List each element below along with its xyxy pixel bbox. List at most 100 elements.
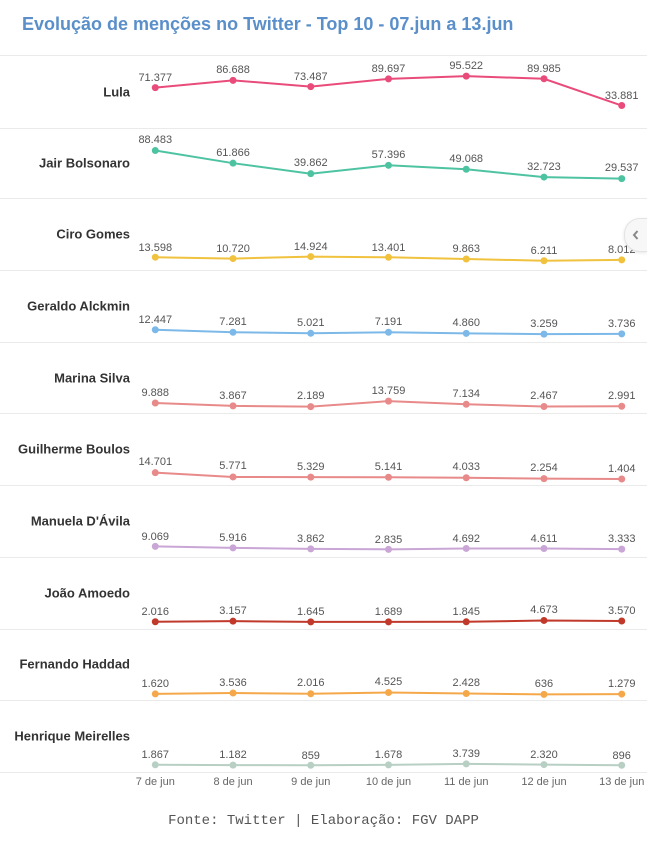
- value-label: 3.259: [530, 318, 558, 330]
- data-point: [152, 469, 159, 476]
- value-label: 14.924: [294, 241, 328, 253]
- value-label: 859: [302, 750, 320, 762]
- value-label: 2.467: [530, 390, 558, 402]
- sparkline: [135, 342, 642, 414]
- value-label: 10.720: [216, 243, 250, 255]
- chart-row: Marina Silva9.8883.8672.18913.7597.1342.…: [0, 342, 647, 415]
- row-name-label: Geraldo Alckmin: [0, 298, 134, 313]
- value-label: 71.377: [138, 72, 172, 84]
- data-point: [618, 690, 625, 697]
- data-point: [230, 545, 237, 552]
- row-name-label: Jair Bolsonaro: [0, 155, 134, 170]
- data-point: [230, 473, 237, 480]
- value-label: 32.723: [527, 161, 561, 173]
- sparkline: [135, 700, 642, 772]
- data-point: [618, 475, 625, 482]
- data-point: [307, 170, 314, 177]
- data-point: [618, 617, 625, 624]
- value-label: 9.863: [452, 243, 480, 255]
- sparkline: [135, 557, 642, 629]
- data-point: [307, 83, 314, 90]
- data-point: [385, 618, 392, 625]
- chart-row: Fernando Haddad1.6203.5362.0164.5252.428…: [0, 629, 647, 702]
- data-point: [540, 258, 547, 265]
- data-point: [307, 253, 314, 260]
- data-point: [618, 762, 625, 769]
- value-label: 636: [535, 678, 553, 690]
- value-label: 12.447: [138, 314, 172, 326]
- row-name-label: Manuela D'Ávila: [0, 514, 134, 529]
- value-label: 1.620: [142, 678, 170, 690]
- data-point: [618, 403, 625, 410]
- row-name-label: Ciro Gomes: [0, 227, 134, 242]
- chart-row: Geraldo Alckmin 12.447 7.281 5.021 7.191 4.86…: [0, 270, 647, 343]
- data-point: [152, 147, 159, 154]
- value-label: 2.428: [452, 677, 480, 689]
- value-label: 7.281: [219, 316, 247, 328]
- value-label: 86.688: [216, 64, 250, 76]
- value-label: 4.860: [452, 317, 480, 329]
- data-point: [230, 762, 237, 769]
- value-label: 1.279: [608, 678, 636, 690]
- chart-row: Henrique Meirelles1.8671.1828591.6783.73…: [0, 700, 647, 773]
- sparkline: [135, 414, 642, 486]
- data-point: [463, 474, 470, 481]
- data-point: [152, 326, 159, 333]
- value-label: 89.985: [527, 63, 561, 75]
- value-label: 3.862: [297, 533, 325, 545]
- data-point: [230, 402, 237, 409]
- value-label: 61.866: [216, 147, 250, 159]
- data-point: [463, 330, 470, 337]
- data-point: [230, 159, 237, 166]
- data-point: [618, 257, 625, 264]
- value-label: 4.673: [530, 604, 558, 616]
- value-label: 39.862: [294, 157, 328, 169]
- value-label: 5.021: [297, 317, 325, 329]
- x-tick-label: 7 de jun: [136, 776, 175, 788]
- row-chart-zone: 1.8671.1828591.6783.7392.320896: [135, 700, 642, 772]
- row-chart-zone: 88.48361.86639.86257.39649.06832.72329.5…: [135, 127, 642, 199]
- chevron-left-icon: [631, 230, 641, 240]
- value-label: 1.845: [452, 606, 480, 618]
- data-point: [230, 689, 237, 696]
- value-label: 3.536: [219, 677, 247, 689]
- value-label: 4.611: [531, 533, 558, 545]
- sparkline: [135, 270, 642, 342]
- value-label: 1.867: [142, 749, 170, 761]
- value-label: 89.697: [372, 63, 406, 75]
- value-label: 5.771: [219, 460, 247, 472]
- data-point: [152, 254, 159, 261]
- value-label: 4.692: [452, 533, 480, 545]
- value-label: 2.189: [297, 390, 325, 402]
- data-point: [307, 473, 314, 480]
- row-name-label: Lula: [0, 84, 134, 99]
- value-label: 1.689: [375, 606, 403, 618]
- row-chart-zone: 1.6203.5362.0164.5252.4286361.279: [135, 629, 642, 701]
- value-label: 9.069: [142, 531, 170, 543]
- value-label: 7.134: [452, 388, 480, 400]
- x-tick-label: 8 de jun: [213, 776, 252, 788]
- value-label: 3.867: [219, 390, 247, 402]
- data-point: [540, 617, 547, 624]
- x-tick-label: 10 de jun: [366, 776, 411, 788]
- value-label: 88.483: [138, 134, 172, 146]
- value-label: 29.537: [605, 162, 639, 174]
- data-point: [463, 618, 470, 625]
- value-label: 2.835: [375, 534, 403, 546]
- row-chart-zone: 12.4477.2815.0217.1914.8603.2593.736: [135, 270, 642, 342]
- data-point: [385, 162, 392, 169]
- data-point: [540, 403, 547, 410]
- data-point: [618, 331, 625, 338]
- data-point: [230, 255, 237, 262]
- value-label: 14.701: [138, 456, 172, 468]
- value-label: 1.678: [375, 749, 403, 761]
- x-tick-label: 12 de jun: [521, 776, 566, 788]
- value-label: 2.016: [297, 677, 325, 689]
- row-name-label: João Amoedo: [0, 585, 134, 600]
- row-name-label: Guilherme Boulos: [0, 442, 134, 457]
- value-label: 7.191: [375, 316, 403, 328]
- x-tick-label: 11 de jun: [444, 776, 488, 788]
- chart-title: Evolução de menções no Twitter - Top 10 …: [22, 14, 513, 35]
- row-chart-zone: 9.8883.8672.18913.7597.1342.4672.991: [135, 342, 642, 414]
- row-name-label: Henrique Meirelles: [0, 729, 134, 744]
